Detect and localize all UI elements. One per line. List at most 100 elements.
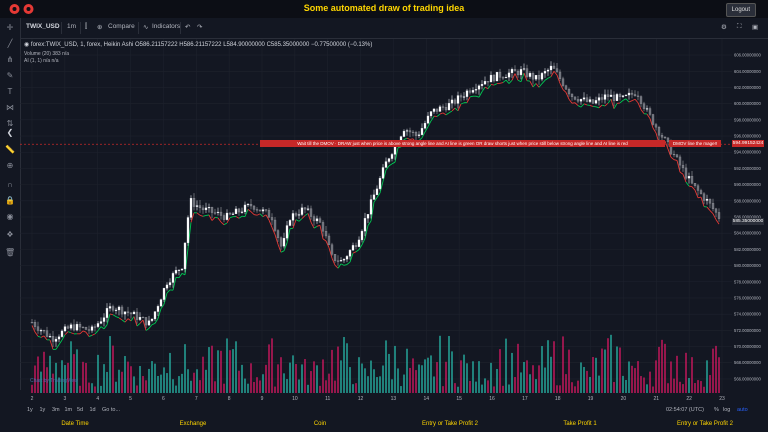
indicators-button[interactable]: Indicators	[152, 23, 181, 30]
range-button[interactable]: 1y	[39, 407, 46, 413]
candle-body	[627, 92, 631, 96]
price-axis[interactable]: 606.00000000 604.00000000 602.00000000 600.…	[732, 39, 768, 393]
trash-icon[interactable]: 🗑	[5, 248, 16, 257]
price-chart[interactable]	[20, 39, 732, 393]
ai-line-segment	[142, 319, 147, 331]
pitchfork-icon[interactable]: ⋔	[6, 55, 14, 64]
candle-body	[459, 95, 463, 98]
candle-style-icon[interactable]: ⫿	[85, 23, 88, 30]
volume-bar	[499, 349, 501, 393]
candle-body	[444, 107, 448, 111]
ai-line-segment	[691, 186, 696, 191]
auto-toggle[interactable]: auto	[737, 407, 748, 413]
candle-body	[285, 225, 289, 239]
layers-icon[interactable]: ❖	[6, 230, 14, 239]
ai-line-segment	[274, 234, 279, 245]
clock-readout[interactable]: 02:54:07 (UTC)	[666, 407, 704, 413]
candle-body	[612, 94, 616, 101]
time-label: 22	[686, 396, 692, 402]
candle-body	[453, 99, 457, 104]
range-button[interactable]: 1y	[27, 407, 33, 413]
volume-bar	[103, 364, 105, 393]
ai-line-segment	[637, 102, 642, 110]
ai-line-segment	[676, 160, 681, 173]
candle-body	[639, 96, 643, 104]
volume-bar	[178, 376, 180, 393]
candle-body	[135, 311, 139, 320]
volume-bar	[589, 376, 591, 393]
watermark[interactable]: Chart by TradingView	[30, 378, 78, 384]
volume-bar	[355, 383, 357, 393]
magnet-icon[interactable]: ∩	[7, 180, 13, 189]
candle-body	[666, 137, 670, 143]
volume-bar	[307, 384, 309, 393]
interval-select[interactable]: 1m	[67, 23, 77, 30]
volume-bar	[34, 365, 36, 393]
symbol-search[interactable]: TWIX_USD	[26, 23, 60, 30]
volume-bar	[637, 361, 639, 393]
volume-bar	[235, 341, 237, 393]
candle-body	[480, 84, 484, 86]
tab-entry-take-profit-2[interactable]: Entry or Take Profit 2	[422, 421, 478, 427]
annotation-banner[interactable]: Wait till the DMOV · DRAW just when pric…	[260, 140, 665, 147]
brush-icon[interactable]: ✎	[6, 71, 14, 80]
volume-bar	[676, 355, 678, 393]
annotation-side-label[interactable]: DMOV line the mage!!	[669, 140, 721, 147]
tab-date-time[interactable]: Date Time	[61, 421, 89, 427]
tab-take-profit-1[interactable]: Take Profit 1	[563, 421, 597, 427]
crosshair-icon[interactable]: ✛	[6, 23, 14, 32]
fullscreen-icon[interactable]: ⛶	[737, 23, 742, 30]
log-toggle[interactable]: log	[723, 407, 731, 413]
ai-line-segment	[667, 148, 672, 158]
redo-icon[interactable]: ↷	[197, 24, 203, 31]
range-button[interactable]: 3m	[52, 407, 60, 413]
logout-button[interactable]: Logout	[725, 3, 756, 17]
undo-icon[interactable]: ↶	[185, 24, 191, 31]
candle-body	[549, 65, 553, 71]
ai-line-segment	[451, 107, 456, 112]
percent-toggle[interactable]: %	[714, 407, 719, 413]
indicators-icon[interactable]: ∿	[143, 24, 149, 31]
volume-label[interactable]: Volume (20)	[24, 51, 51, 57]
eye-icon[interactable]: ◉	[6, 212, 14, 221]
volume-bar	[298, 379, 300, 393]
trendline-icon[interactable]: ╱	[7, 39, 13, 48]
candle-body	[216, 211, 220, 214]
back-arrow-icon[interactable]: ❮	[6, 128, 14, 137]
volume-bar	[439, 335, 441, 393]
volume-bar	[259, 380, 261, 393]
ruler-icon[interactable]: 📏	[5, 145, 15, 154]
pattern-icon[interactable]: ⋈	[6, 103, 14, 112]
compare-button[interactable]: Compare	[108, 23, 135, 30]
prediction-icon[interactable]: ⇅	[6, 119, 14, 128]
compare-icon[interactable]: ⊕	[97, 24, 103, 31]
range-button[interactable]: 5d	[77, 407, 84, 413]
range-button[interactable]: 1m	[64, 407, 73, 413]
range-button[interactable]: 1d	[89, 407, 96, 413]
volume-bar	[406, 348, 408, 393]
tab-exchange[interactable]: Exchange	[179, 421, 207, 427]
candle-body	[123, 311, 127, 315]
ai-line-segment	[553, 70, 558, 76]
tab-entry-take-profit-2b[interactable]: Entry or Take Profit 2	[677, 421, 733, 427]
volume-bar	[697, 380, 699, 393]
settings-icon[interactable]: ⚙	[721, 24, 727, 31]
lock-icon[interactable]: 🔒	[5, 196, 15, 205]
ai-line-segment	[271, 227, 276, 235]
text-icon[interactable]: T	[7, 87, 13, 96]
zoom-icon[interactable]: ⊕	[6, 161, 14, 170]
volume-bar	[184, 344, 186, 393]
range-button[interactable]: Go to...	[102, 407, 121, 413]
time-axis[interactable]: 2 3 4 5 6 7 8 9 10 11 12 13 14 15 16 17 18 19 20 21 22 23	[20, 393, 732, 403]
price-label: 590.00000000	[734, 182, 761, 187]
candle-body	[564, 85, 568, 90]
ai-line-segment	[634, 98, 639, 104]
tab-coin[interactable]: Coin	[313, 421, 327, 427]
volume-bar	[409, 367, 411, 393]
candle-body	[489, 74, 493, 83]
volume-bar	[172, 379, 174, 393]
legend-eye-icon[interactable]: ◉	[24, 42, 30, 48]
snapshot-icon[interactable]: ▣	[752, 24, 759, 31]
ai-line-segment	[343, 264, 348, 266]
ai-label[interactable]: AI (1, 1)	[24, 58, 42, 64]
